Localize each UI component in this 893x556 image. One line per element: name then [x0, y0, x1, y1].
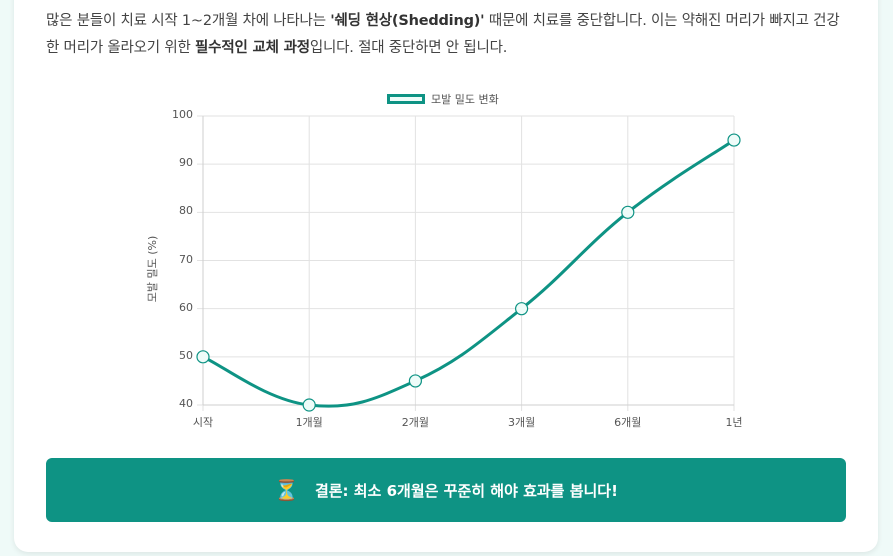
y-tick-label: 60	[179, 300, 193, 314]
y-tick-label: 90	[179, 156, 193, 170]
y-tick-label: 80	[179, 204, 193, 218]
y-tick-label: 100	[172, 108, 193, 121]
intro-text-1: 많은 분들이 치료 시작 1~2개월 차에 나타나는	[46, 13, 331, 29]
chart-legend[interactable]: 모발 밀도 변화	[387, 91, 499, 107]
conclusion-text: 결론: 최소 6개월은 꾸준히 해야 효과를 봅니다!	[314, 481, 618, 500]
data-point[interactable]	[727, 133, 741, 147]
x-tick-label: 6개월	[614, 416, 642, 429]
x-tick-label: 1년	[725, 416, 743, 429]
intro-text-2: 때문에 치료를 중단합니다. 이는 약해진 머리가 빠지고 건강한 머리가 올라…	[46, 13, 840, 56]
x-tick-label: 2개월	[401, 416, 430, 429]
data-point[interactable]	[408, 374, 422, 388]
intro-bold-process: 필수적인 교체 과정	[195, 40, 310, 56]
x-tick-label: 3개월	[507, 416, 536, 429]
data-point[interactable]	[621, 205, 635, 219]
data-point[interactable]	[196, 350, 210, 364]
plot-area	[196, 115, 741, 412]
intro-bold-shedding: '쉐딩 현상(Shedding)'	[330, 13, 485, 29]
hair-density-chart: 모발 밀도 변화 모발 밀도 (%) 100 90 80 70 60 50 40 시작 1개월…	[130, 86, 770, 436]
y-tick-label: 50	[179, 348, 193, 362]
density-line	[201, 138, 736, 408]
conclusion-banner: ⏳ 결론: 최소 6개월은 꾸준히 해야 효과를 봅니다!	[46, 458, 846, 522]
data-point[interactable]	[302, 398, 316, 412]
legend-label: 모발 밀도 변화	[431, 93, 499, 106]
data-point[interactable]	[515, 302, 529, 316]
y-tick-label: 70	[179, 252, 193, 266]
x-tick-label: 1개월	[295, 416, 323, 429]
intro-text-3: 입니다. 절대 중단하면 안 됩니다.	[309, 40, 508, 56]
y-tick-label: 40	[179, 397, 193, 410]
hourglass-icon: ⏳	[274, 478, 299, 502]
intro-paragraph: 많은 분들이 치료 시작 1~2개월 차에 나타나는 '쉐딩 현상(Sheddi…	[46, 8, 846, 62]
x-tick-label: 시작	[192, 416, 214, 429]
legend-swatch-icon	[387, 94, 425, 104]
